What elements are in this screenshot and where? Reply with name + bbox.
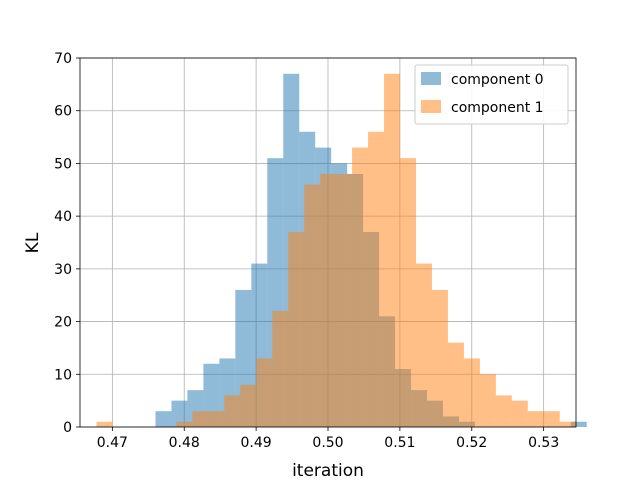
histogram-bar-component-1: [256, 358, 273, 427]
x-tick-label: 0.50: [312, 435, 343, 451]
histogram-bar-component-1: [511, 400, 528, 427]
histogram-bar-component-1: [240, 384, 257, 427]
y-tick-label: 10: [54, 367, 72, 383]
legend-label-component-0: component 0: [451, 72, 544, 88]
bars: [96, 73, 587, 428]
y-tick-label: 50: [54, 156, 72, 172]
legend-swatch-component-0: [421, 72, 441, 85]
tick-marks: 0.47 0.48 0.49 0.50 0.51 0.52 0.53 0 10 20 30 40 50 6…: [54, 51, 559, 451]
histogram-bar-component-1: [304, 184, 321, 427]
histogram-bar-component-1: [272, 311, 289, 427]
histogram-bar-component-0: [570, 421, 587, 427]
histogram-bar-component-1: [176, 421, 193, 427]
y-tick-label: 70: [54, 51, 72, 67]
y-axis-label: KL: [23, 232, 43, 253]
histogram-bar-component-1: [224, 395, 241, 427]
histogram-bar-component-1: [431, 289, 448, 427]
x-tick-label: 0.51: [384, 435, 415, 451]
x-tick-label: 0.53: [528, 435, 559, 451]
histogram-bar-component-1: [320, 173, 337, 427]
legend-box: [414, 64, 569, 125]
x-tick-label: 0.52: [456, 435, 487, 451]
histogram-bar-component-1: [495, 395, 512, 427]
y-tick-label: 0: [63, 420, 72, 436]
histogram-bar-component-0: [171, 400, 188, 427]
histogram-bar-component-1: [463, 358, 480, 427]
histogram-bar-component-1: [415, 263, 432, 427]
histogram-bar-component-1: [447, 342, 464, 427]
histogram-bar-component-1: [559, 421, 576, 427]
legend-swatch-component-1: [421, 100, 441, 113]
y-tick-label: 40: [54, 209, 72, 225]
x-tick-label: 0.49: [241, 435, 272, 451]
x-axis-label: iteration: [292, 461, 364, 480]
x-tick-label: 0.47: [97, 435, 128, 451]
histogram-bar-component-1: [384, 73, 401, 428]
histogram-bar-component-1: [288, 231, 305, 427]
histogram-bar-component-1: [400, 158, 416, 427]
histogram-bar-component-1: [527, 411, 544, 427]
histogram-bar-component-1: [543, 411, 560, 427]
legend: component 0 component 1: [414, 64, 569, 125]
y-tick-label: 60: [54, 104, 72, 120]
y-tick-label: 30: [54, 262, 72, 278]
histogram-bar-component-1: [479, 374, 496, 427]
legend-label-component-1: component 1: [451, 100, 544, 116]
histogram-bar-component-1: [96, 421, 113, 427]
histogram-bar-component-1: [208, 411, 225, 427]
histogram-bar-component-1: [336, 173, 353, 427]
histogram-bar-component-1: [352, 147, 369, 427]
histogram-bar-component-1: [368, 131, 385, 428]
histogram-bar-component-0: [155, 411, 172, 427]
histogram-bar-component-1: [192, 411, 209, 427]
x-tick-label: 0.48: [169, 435, 200, 451]
y-tick-label: 20: [54, 315, 72, 331]
